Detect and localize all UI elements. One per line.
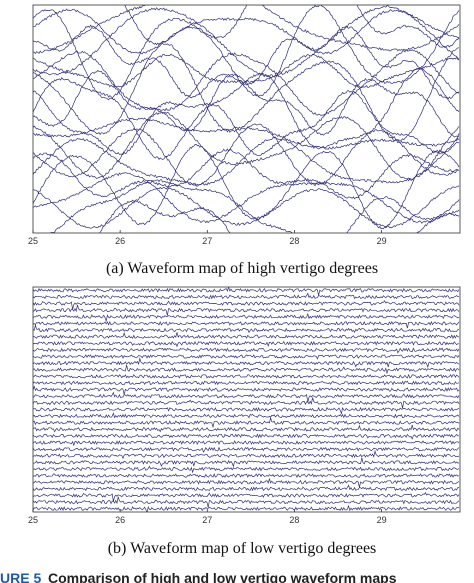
waveform-trace <box>33 5 460 77</box>
x-tick-label: 28 <box>289 236 299 246</box>
waveform-trace <box>33 24 460 100</box>
waveform-trace <box>33 465 460 474</box>
waveform-trace <box>33 185 460 229</box>
x-tick-label: 26 <box>115 236 125 246</box>
waveform-trace <box>33 354 460 360</box>
chart-caption: (a) Waveform map of high vertigo degrees <box>106 260 378 277</box>
waveform-trace <box>33 304 460 316</box>
waveform-trace <box>33 433 460 440</box>
plot-frame <box>32 4 461 234</box>
waveform-trace <box>33 457 460 468</box>
waveform-trace <box>33 287 460 296</box>
waveform-trace <box>33 320 460 329</box>
waveform-trace <box>124 5 460 49</box>
x-tick-label: 26 <box>115 515 125 525</box>
waveform-trace <box>33 8 460 55</box>
waveform-trace <box>33 292 460 300</box>
waveform-trace <box>33 69 460 138</box>
waveform-trace <box>33 123 460 187</box>
waveform-trace <box>33 477 460 488</box>
x-tick-label: 29 <box>377 236 387 246</box>
waveform-trace <box>33 412 460 419</box>
waveform-trace <box>33 449 460 460</box>
waveform-trace <box>33 446 460 453</box>
waveform-trace <box>50 179 460 233</box>
waveform-trace <box>33 380 460 386</box>
waveform-trace <box>33 484 460 492</box>
waveform-trace <box>33 406 460 415</box>
waveform-trace <box>33 440 460 447</box>
waveform-trace <box>33 300 460 310</box>
chart-caption: (b) Waveform map of low vertigo degrees <box>108 540 377 557</box>
waveform-trace <box>33 5 460 55</box>
waveform-trace <box>33 347 460 354</box>
waveform-trace <box>33 144 460 230</box>
waveform-trace <box>33 49 460 116</box>
traces <box>33 5 460 233</box>
waveform-trace <box>33 323 460 334</box>
x-tick-label: 25 <box>28 515 38 525</box>
waveform-trace <box>33 148 460 200</box>
waveform-trace <box>33 90 460 157</box>
waveform-trace <box>33 43 460 142</box>
x-tick-label: 27 <box>202 515 212 525</box>
waveform-trace <box>33 365 460 375</box>
waveform-trace <box>33 111 460 181</box>
waveform-trace <box>98 196 460 233</box>
waveform-trace <box>33 340 460 348</box>
waveform-trace <box>33 137 460 186</box>
waveform-trace <box>33 357 460 369</box>
figure-caption: Comparison of high and low vertigo wavef… <box>48 570 397 583</box>
waveform-trace <box>33 67 460 161</box>
plot-frame <box>32 286 461 513</box>
waveform-trace <box>33 504 460 512</box>
waveform-trace <box>33 172 460 224</box>
waveform-trace <box>33 496 460 508</box>
x-tick-label: 25 <box>28 236 38 246</box>
traces <box>33 287 460 512</box>
waveform-trace <box>33 385 460 395</box>
x-tick-label: 28 <box>289 515 299 525</box>
waveform-trace <box>33 5 460 101</box>
waveform-trace <box>33 424 460 433</box>
x-tick-label: 27 <box>202 236 212 246</box>
waveform-trace <box>33 492 460 502</box>
waveform-trace <box>33 397 460 409</box>
waveform-trace <box>33 373 460 379</box>
chart-panel: 25 26 27 28 29 (a) Waveform map of high verti… <box>28 4 461 277</box>
waveform-trace <box>33 332 460 340</box>
waveform-trace <box>33 473 460 479</box>
chart-panel: 25 26 27 28 29 (b) Waveform map of low vertig… <box>28 286 461 557</box>
x-tick-label: 29 <box>377 515 387 525</box>
figure-label: URE 5 <box>0 570 41 583</box>
waveform-trace <box>33 312 460 323</box>
waveform-trace <box>33 416 460 428</box>
waveform-trace <box>33 391 460 403</box>
